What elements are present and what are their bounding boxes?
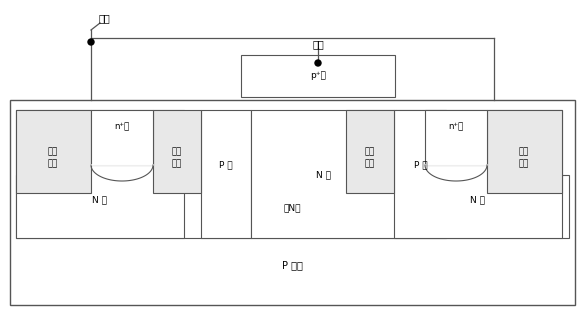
Bar [241, 55, 395, 97]
Text: 浅槽
隔离: 浅槽 隔离 [365, 147, 375, 169]
Text: 浅槽
隔离: 浅槽 隔离 [172, 147, 182, 169]
Text: 阴极: 阴极 [98, 13, 110, 23]
Text: 浅槽
隔离: 浅槽 隔离 [48, 147, 58, 169]
Text: 浅槽
隔离: 浅槽 隔离 [519, 147, 529, 169]
Bar [394, 110, 562, 238]
Text: N 阱: N 阱 [92, 196, 108, 204]
Bar [16, 110, 91, 193]
Bar [16, 110, 184, 238]
Text: P 阱: P 阱 [219, 160, 233, 169]
Text: P 阱: P 阱 [414, 160, 428, 169]
Bar [396, 110, 446, 238]
Text: p⁺区: p⁺区 [310, 71, 326, 80]
Circle shape [88, 39, 94, 45]
Text: n⁺区: n⁺区 [448, 122, 464, 131]
Text: 阳极: 阳极 [312, 39, 324, 49]
Bar [153, 110, 201, 193]
Bar [425, 110, 487, 165]
Text: P 衬底: P 衬底 [281, 260, 302, 270]
Text: 深N阱: 深N阱 [283, 204, 301, 212]
Bar [251, 110, 396, 238]
Bar [10, 100, 575, 305]
Circle shape [315, 60, 321, 66]
Bar [16, 175, 569, 238]
Bar [487, 110, 562, 193]
Bar [91, 110, 153, 165]
Bar [346, 110, 394, 193]
Bar [201, 110, 251, 238]
Text: N 阱: N 阱 [470, 196, 486, 204]
Text: N 阱: N 阱 [315, 170, 331, 180]
Text: n⁺区: n⁺区 [115, 122, 130, 131]
